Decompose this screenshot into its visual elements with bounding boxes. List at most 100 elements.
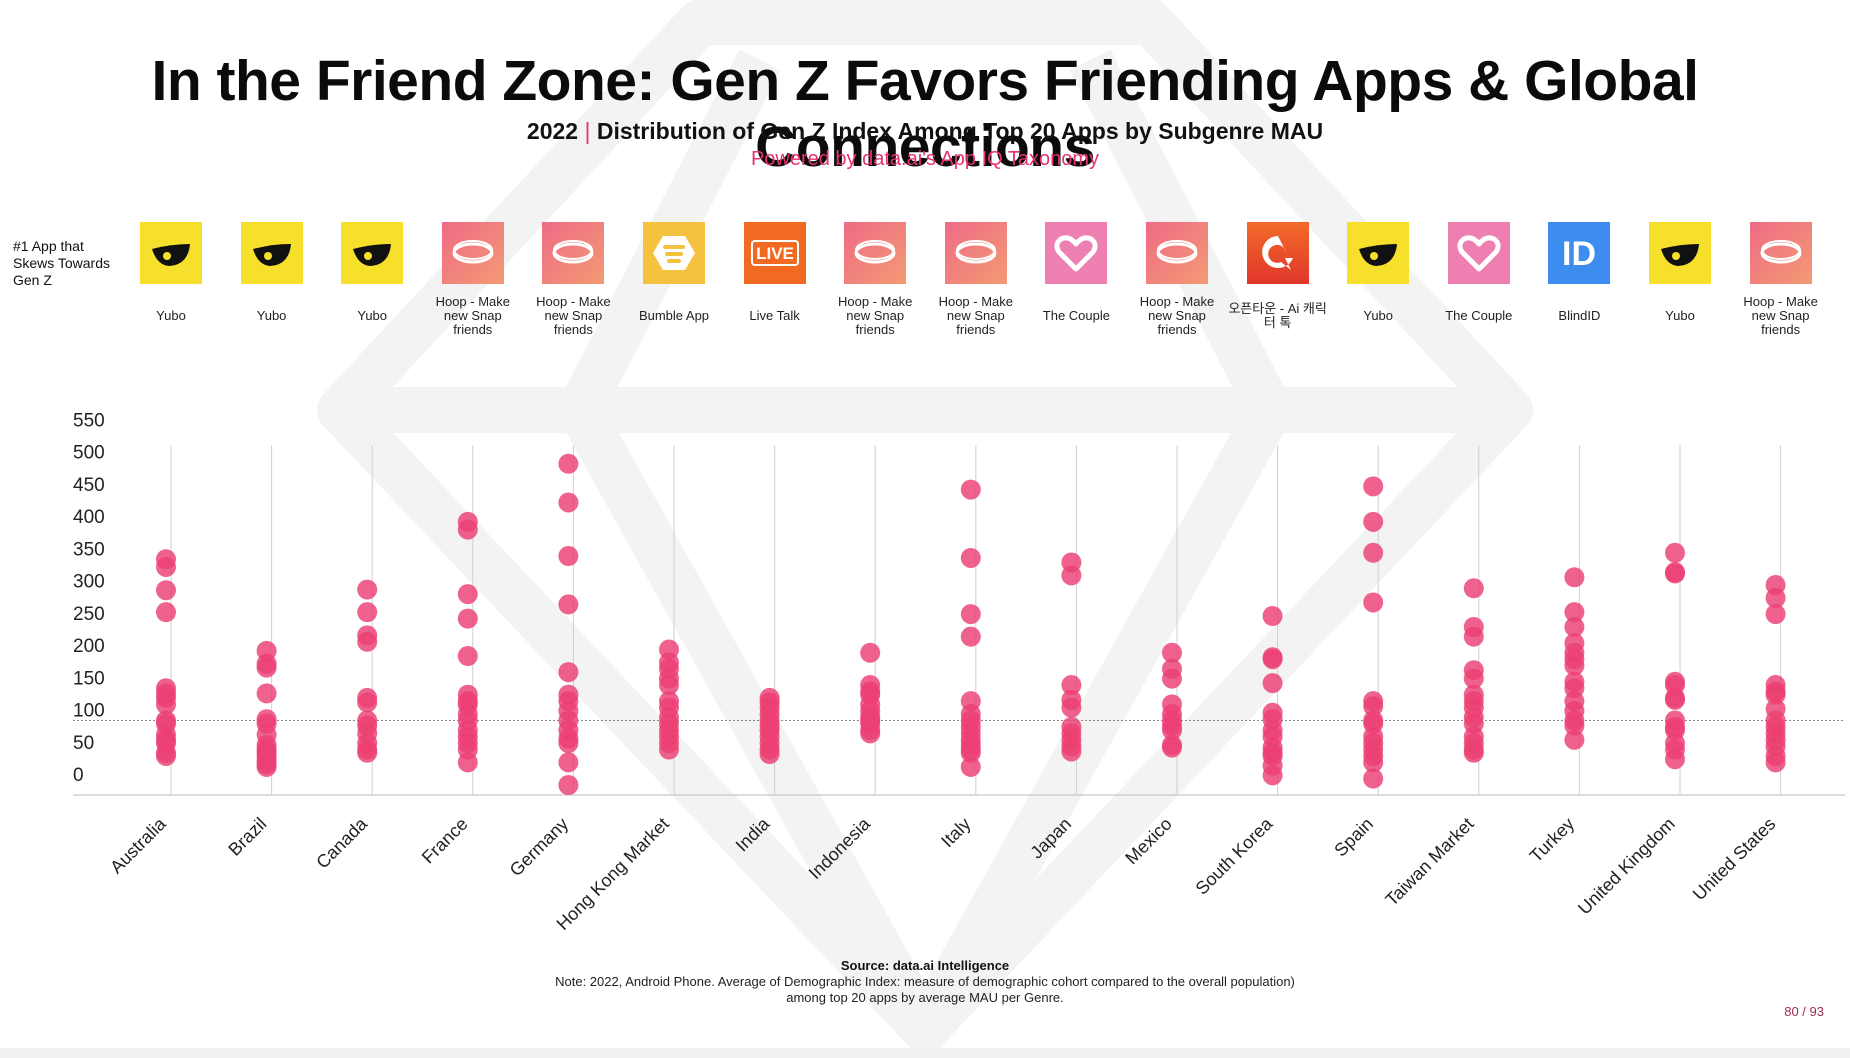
data-point (156, 556, 176, 577)
top-app-name: Yubo (1665, 308, 1695, 323)
x-tick-label: United Kingdom (1574, 814, 1679, 919)
data-point (960, 479, 981, 500)
top-app-name: Live Talk (749, 308, 800, 323)
data-point (1765, 587, 1786, 608)
data-point (1363, 542, 1384, 563)
top-app-9: Hoop - Make new Snap friends (926, 222, 1026, 338)
data-point (558, 546, 579, 567)
data-point (457, 646, 478, 666)
data-point (1463, 742, 1484, 763)
x-tick-label: Australia (106, 813, 170, 877)
top-app-3: Yubo (322, 222, 422, 338)
data-point (256, 683, 277, 704)
page-number: 80 / 93 (1784, 1004, 1824, 1019)
x-tick-label: Canada (312, 813, 371, 872)
y-tick-label: 550 (73, 410, 105, 431)
data-point (457, 608, 478, 629)
data-point (1363, 592, 1384, 613)
data-point (558, 492, 579, 513)
data-point (256, 756, 277, 777)
data-point (659, 675, 679, 696)
data-point (1564, 715, 1585, 736)
top-app-name: Hoop - Make new Snap friends (837, 294, 913, 337)
yubo-icon (1347, 222, 1410, 284)
x-tick-label: South Korea (1192, 813, 1278, 899)
top-app-name: 오픈타운 - Ai 캐릭터 톡 (1228, 301, 1327, 330)
note-line-2: among top 20 apps by average MAU per Gen… (786, 990, 1064, 1005)
top-app-name: The Couple (1042, 308, 1110, 323)
data-point (1765, 752, 1786, 773)
data-point (1262, 765, 1283, 786)
couple-icon (1447, 222, 1510, 284)
data-point (1564, 729, 1585, 750)
data-point (1564, 602, 1585, 623)
data-point (1665, 689, 1685, 710)
powered-by-text: Powered by data.ai's App IQ Taxonomy (750, 148, 1100, 170)
data-point (1162, 668, 1182, 689)
top-app-15: ID BlindID (1529, 222, 1629, 338)
x-tick-label: Hong Kong Market (553, 814, 673, 930)
top-app-name: Hoop - Make new Snap friends (536, 294, 611, 337)
hoop-icon (944, 222, 1007, 284)
x-tick-label: United States (1689, 814, 1780, 905)
top-app-name: Yubo (1363, 308, 1394, 323)
data-point (1262, 673, 1283, 694)
data-point (457, 584, 478, 605)
top-app-8: Hoop - Make new Snap friends (825, 222, 925, 338)
data-point (1665, 749, 1685, 770)
data-point (357, 742, 378, 763)
top-app-11: Hoop - Make new Snap friends (1127, 222, 1227, 338)
y-tick-label: 450 (73, 475, 105, 496)
top-app-name: Hoop - Make new Snap friends (1743, 294, 1818, 337)
y-tick-label: 350 (73, 539, 105, 560)
yubo-icon (140, 222, 202, 284)
data-point (1765, 604, 1786, 625)
data-point (357, 579, 378, 600)
top-app-10: The Couple (1026, 222, 1126, 338)
x-tick-label: Mexico (1121, 814, 1175, 868)
source-text: Source: data.ai Intelligence (840, 958, 1010, 973)
data-point (1665, 563, 1685, 584)
top-app-7: LIVE Live Talk (725, 222, 825, 338)
page-title: In the Friend Zone: Gen Z Favors Friendi… (151, 49, 1699, 179)
data-point (759, 744, 780, 765)
svg-text:LIVE: LIVE (756, 244, 794, 263)
y-tick-label: 50 (73, 733, 94, 754)
x-tick-label: Taiwan Market (1381, 814, 1477, 910)
data-point (1262, 606, 1283, 627)
data-point (558, 775, 579, 795)
couple-icon (1045, 222, 1108, 284)
top-app-name: Hoop - Make new Snap friends (938, 294, 1013, 337)
note-text: Note: 2022, Android Phone. Average of De… (0, 974, 1850, 1006)
subtitle-text: Distribution of Gen Z Index Among Top 20… (596, 118, 1324, 144)
data-point (1363, 696, 1384, 717)
top-app-name: Hoop - Make new Snap friends (1139, 294, 1215, 337)
data-point (558, 453, 579, 474)
data-point (1262, 649, 1283, 670)
data-point (1564, 567, 1585, 588)
data-point (960, 547, 981, 568)
data-point (1463, 626, 1484, 647)
data-point (860, 642, 881, 663)
data-point (1162, 642, 1182, 663)
top-app-name: BlindID (1558, 308, 1601, 323)
top-app-name: The Couple (1445, 308, 1513, 323)
data-point (960, 604, 981, 625)
subtitle-year: 2022 (526, 118, 579, 144)
top-app-row-label: #1 App that Skews Towards Gen Z (13, 238, 111, 288)
hoop-icon (441, 222, 504, 284)
data-point (1463, 668, 1484, 689)
data-point (1162, 737, 1182, 758)
x-tick-label: Germany (506, 814, 572, 880)
data-point (860, 723, 881, 744)
data-point (1665, 542, 1685, 563)
yubo-icon (341, 222, 404, 284)
svg-text:ID: ID (1562, 235, 1596, 273)
data-point (1564, 616, 1585, 637)
data-point (659, 739, 679, 760)
page-subtitle: 2022 | Distribution of Gen Z Index Among… (0, 118, 1850, 145)
data-point (1765, 684, 1786, 705)
x-tick-label: Indonesia (805, 813, 875, 883)
x-tick-label: Brazil (224, 814, 270, 860)
yubo-icon (240, 222, 303, 284)
